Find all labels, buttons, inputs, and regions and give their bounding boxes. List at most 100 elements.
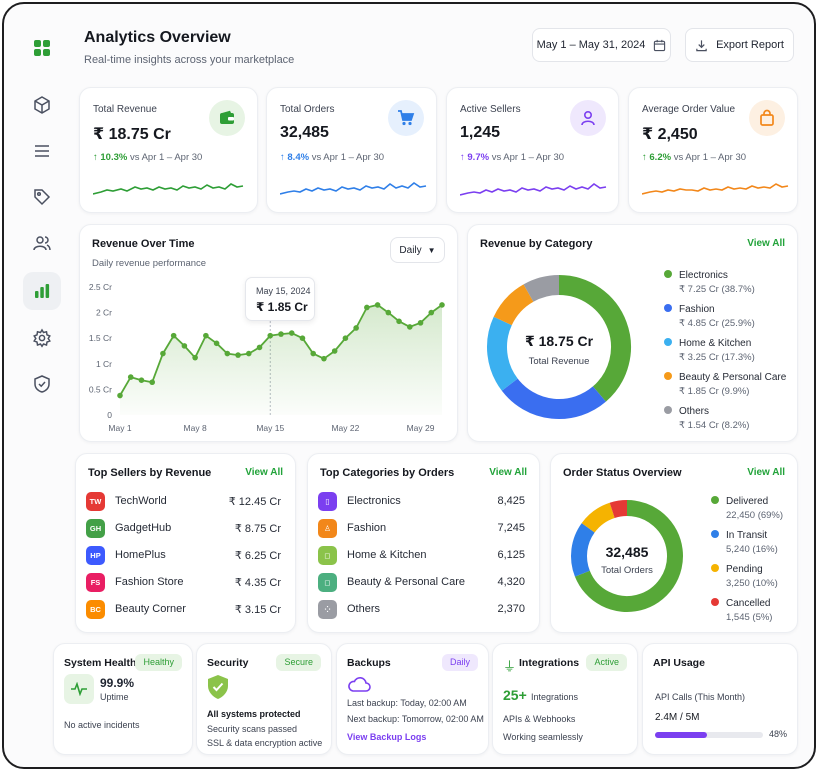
cube-icon[interactable] — [23, 86, 61, 124]
donut-slice-others — [523, 275, 560, 302]
stat-value: ₹ 18.75 Cr — [93, 126, 171, 143]
revenue-data-point — [428, 309, 435, 316]
revenue-data-point — [256, 344, 263, 351]
incidents-note: No active incidents — [64, 720, 140, 730]
revenue-area-fill — [120, 304, 442, 415]
card-subtitle: Daily revenue performance — [92, 258, 207, 269]
stat-card-average-order-value[interactable]: Average Order Value ₹ 2,450 ↑ 6.2% vs Ap… — [628, 87, 798, 213]
order-status-donut-chart — [571, 500, 683, 612]
seller-row[interactable]: TW TechWorld ₹ 12.45 Cr — [86, 492, 281, 512]
revenue-data-point — [246, 350, 252, 357]
api-usage-card[interactable]: API Usage API Calls (This Month) 2.4M / … — [642, 643, 798, 755]
electronics-icon: ▯ — [318, 492, 337, 511]
export-report-button[interactable]: Export Report — [685, 28, 794, 62]
granularity-dropdown[interactable]: Daily ▼ — [390, 237, 445, 263]
pulse-icon — [64, 674, 94, 704]
tooltip-value: ₹ 1.85 Cr — [256, 300, 308, 314]
apps-logo-icon[interactable] — [23, 29, 61, 67]
view-all-link[interactable]: View All — [245, 467, 283, 478]
revenue-data-point — [224, 350, 231, 357]
revenue-data-point — [267, 332, 274, 339]
stat-card-active-sellers[interactable]: Active Sellers 1,245 ↑ 9.7% vs Apr 1 – A… — [446, 87, 619, 213]
card-title: Revenue by Category — [480, 238, 593, 250]
api-usage-progress-fill — [655, 732, 707, 738]
view-all-link[interactable]: View All — [489, 467, 527, 478]
y-tick-label: 0.5 Cr — [89, 384, 112, 394]
tag-icon[interactable] — [23, 178, 61, 216]
seller-avatar: HP — [86, 546, 105, 565]
seller-name: Beauty Corner — [115, 603, 186, 615]
donut-slice-in-transit — [571, 523, 595, 577]
stat-value: 32,485 — [280, 124, 329, 141]
grid-dots-icon: ⁘ — [318, 600, 337, 619]
seller-avatar: TW — [86, 492, 105, 511]
seller-revenue: ₹ 6.25 Cr — [234, 550, 281, 562]
category-row[interactable]: ▯ Electronics 8,425 — [318, 492, 525, 512]
tooltip-date: May 15, 2024 — [256, 286, 311, 296]
category-row[interactable]: ◻ Home & Kitchen 6,125 — [318, 546, 525, 566]
category-row[interactable]: ◻ Beauty & Personal Care 4,320 — [318, 573, 525, 593]
x-tick-label: May 1 — [108, 423, 131, 433]
uptime-label: Uptime — [100, 692, 129, 702]
revenue-over-time-card: Revenue Over Time Daily revenue performa… — [79, 224, 458, 442]
stat-label: Total Orders — [280, 104, 335, 115]
system-health-card[interactable]: System Health Healthy 99.9% Uptime No ac… — [53, 643, 193, 755]
stat-card-total-orders[interactable]: Total Orders 32,485 ↑ 8.4% vs Apr 1 – Ap… — [266, 87, 437, 213]
top-categories-card: Top Categories by Orders View All ▯ Elect… — [307, 453, 540, 633]
seller-row[interactable]: GH GadgetHub ₹ 8.75 Cr — [86, 519, 281, 539]
category-row[interactable]: ♙ Fashion 7,245 — [318, 519, 525, 539]
donut-slice-beauty-personal-care — [493, 284, 534, 326]
last-backup: Last backup: Today, 02:00 AM — [347, 698, 467, 708]
card-title: Revenue Over Time — [92, 238, 195, 250]
y-tick-label: 1 Cr — [96, 359, 112, 369]
list-icon[interactable] — [23, 132, 61, 170]
seller-row[interactable]: HP HomePlus ₹ 6.25 Cr — [86, 546, 281, 566]
export-report-label: Export Report — [716, 39, 784, 51]
chevron-down-icon: ▼ — [427, 245, 436, 255]
calendar-icon — [654, 39, 666, 51]
category-row[interactable]: ⁘ Others 2,370 — [318, 600, 525, 620]
seller-name: TechWorld — [115, 495, 167, 507]
x-tick-label: May 8 — [184, 423, 207, 433]
security-card[interactable]: Security Secure All systems protected Se… — [196, 643, 332, 755]
integrations-line-1: APIs & Webhooks — [503, 714, 576, 724]
integrations-count: 25+ — [503, 687, 527, 703]
seller-row[interactable]: FS Fashion Store ₹ 4.35 Cr — [86, 573, 281, 593]
status-badge: Active — [586, 654, 627, 671]
seller-revenue: ₹ 12.45 Cr — [228, 496, 281, 508]
security-line-2: Security scans passed — [207, 724, 298, 734]
sparkline-revenue — [93, 183, 244, 195]
category-name: Others — [347, 603, 381, 615]
analytics-icon[interactable] — [23, 272, 61, 310]
stat-delta: ↑ 9.7% vs Apr 1 – Apr 30 — [460, 152, 565, 163]
chart-tooltip: May 15, 2024 ₹ 1.85 Cr — [245, 277, 315, 321]
x-tick-label: May 29 — [407, 423, 435, 433]
revenue-data-point — [385, 309, 392, 316]
revenue-data-point — [342, 335, 349, 341]
view-all-link[interactable]: View All — [747, 238, 785, 249]
stat-label: Total Revenue — [93, 104, 157, 115]
seller-row[interactable]: BC Beauty Corner ₹ 3.15 Cr — [86, 600, 281, 620]
next-backup: Next backup: Tomorrow, 02:00 AM — [347, 714, 484, 724]
backups-card[interactable]: Backups Daily Last backup: Today, 02:00 … — [336, 643, 489, 755]
stat-card-total-revenue[interactable]: Total Revenue ₹ 18.75 Cr ↑ 10.3% vs Apr … — [79, 87, 258, 213]
seller-revenue: ₹ 3.15 Cr — [234, 604, 281, 616]
users-icon[interactable] — [23, 224, 61, 262]
date-range-label: May 1 – May 31, 2024 — [536, 39, 646, 51]
revenue-by-category-card: Revenue by Category View All ₹ 18.75 Cr … — [467, 224, 798, 442]
integrations-card[interactable]: ⏚ Integrations Active 25+ Integrations A… — [492, 643, 638, 755]
y-tick-label: 0 — [107, 410, 112, 420]
category-orders: 8,425 — [497, 495, 525, 507]
settings-gear-icon[interactable] — [23, 319, 61, 357]
revenue-line-chart: 0 0.5 Cr 1 Cr 1.5 Cr 2 Cr 2.5 Cr May 1 May 8 May… — [89, 282, 445, 433]
page-title: Analytics Overview — [84, 29, 231, 46]
donut-center-value: ₹ 18.75 Cr — [524, 333, 594, 349]
view-backup-logs-link[interactable]: View Backup Logs — [347, 732, 427, 742]
card-title: Backups — [347, 657, 391, 669]
view-all-link[interactable]: View All — [747, 467, 785, 478]
shield-icon[interactable] — [23, 365, 61, 403]
donut-center-label: Total Orders — [601, 565, 653, 576]
date-range-picker[interactable]: May 1 – May 31, 2024 — [532, 28, 671, 62]
card-title: API Usage — [653, 657, 705, 669]
revenue-data-point — [331, 348, 338, 354]
